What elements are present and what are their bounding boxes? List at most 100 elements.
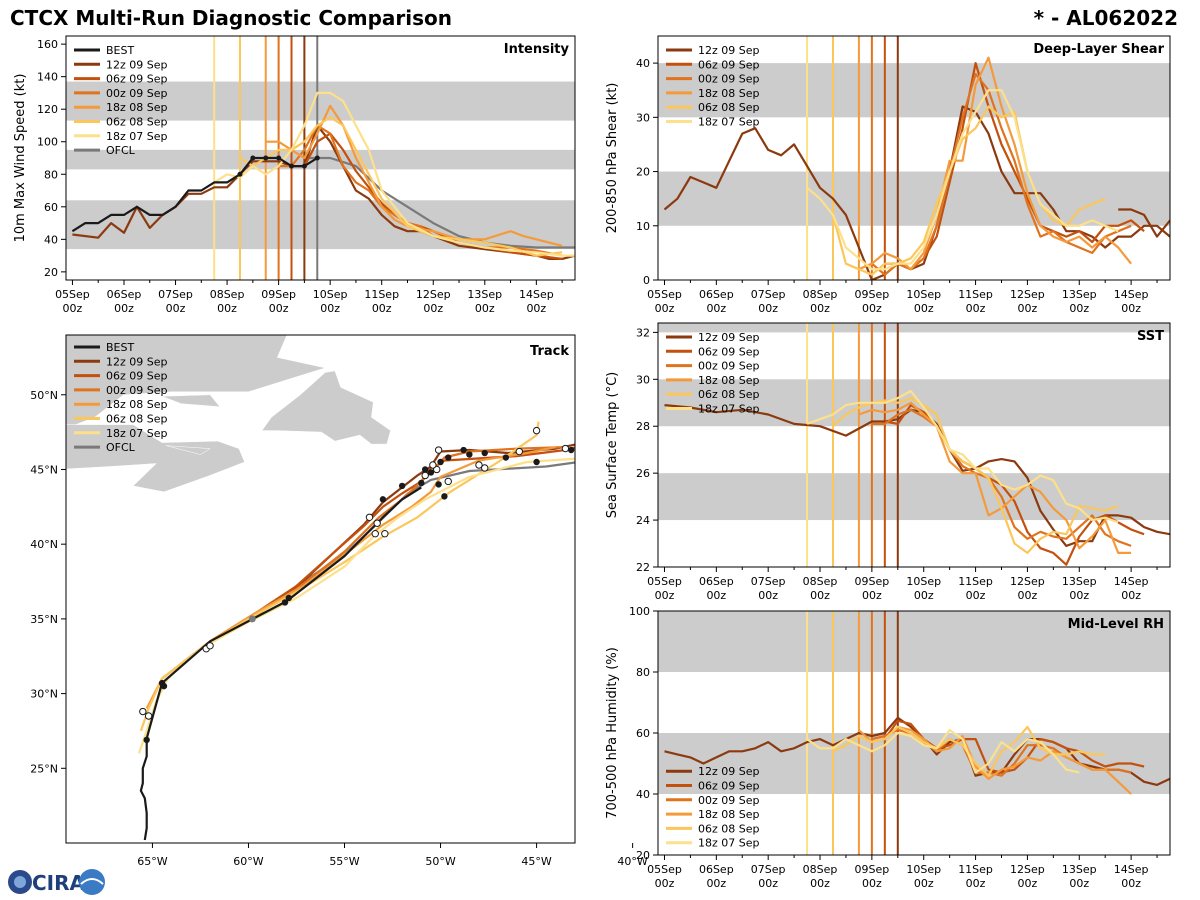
rh-y-tick-label: 100	[629, 605, 650, 618]
track-map-group	[66, 335, 575, 841]
intensity-x-tick-label: 10Sep	[313, 288, 348, 301]
rh-x-tick-label: 00z	[655, 877, 675, 890]
intensity-y-tick-label: 40	[44, 233, 58, 246]
track-marker-filled	[379, 496, 387, 503]
rh-x-tick-label: 00z	[914, 877, 934, 890]
intensity-panel: 05Sep00z06Sep00z07Sep00z08Sep00z09Sep00z…	[13, 35, 576, 315]
shear-x-tick-label: 00z	[966, 302, 986, 315]
track-marker-filled	[466, 451, 473, 458]
track-legend-label: BEST	[106, 341, 134, 354]
rh-x-tick-label: 00z	[862, 877, 882, 890]
intensity-x-tick-label: 09Sep	[261, 288, 296, 301]
track-x-tick-label: 50°W	[425, 855, 455, 868]
sst-x-tick-label: 00z	[758, 589, 778, 602]
intensity-x-tick-label: 00z	[63, 302, 83, 315]
rh-x-tick-label: 00z	[966, 877, 986, 890]
intensity-x-tick-label: 00z	[475, 302, 495, 315]
shear-title: Deep-Layer Shear	[1033, 42, 1164, 57]
intensity-legend-label: 18z 07 Sep	[106, 130, 168, 143]
shear-x-tick-label: 12Sep	[1010, 288, 1045, 301]
shear-panel: 05Sep00z06Sep00z07Sep00z08Sep00z09Sep00z…	[605, 35, 1171, 315]
intensity-x-tick-label: 00z	[217, 302, 237, 315]
sst-x-tick-label: 00z	[862, 589, 882, 602]
sst-x-tick-label: 07Sep	[751, 575, 786, 588]
shear-x-tick-label: 11Sep	[958, 288, 993, 301]
sst-legend-label: 12z 09 Sep	[698, 331, 760, 344]
land-mass	[165, 445, 211, 455]
shear-x-tick-label: 00z	[758, 302, 778, 315]
intensity-frame	[65, 35, 576, 281]
intensity-x-tick-label: 08Sep	[210, 288, 245, 301]
intensity-band	[66, 149, 575, 170]
rh-legend-label: 18z 08 Sep	[698, 808, 760, 821]
shear-x-tick-label: 13Sep	[1062, 288, 1097, 301]
sst-series-group	[664, 389, 1170, 566]
track-marker-open	[444, 477, 452, 486]
sst-band	[658, 323, 1170, 333]
track-marker-filled	[281, 599, 289, 606]
shear-legend-label: 18z 08 Sep	[698, 87, 760, 100]
intensity-x-tick-label: 11Sep	[364, 288, 399, 301]
track-line	[251, 461, 575, 620]
rh-series-line	[806, 728, 1080, 774]
shear-x-tick-label: 10Sep	[906, 288, 941, 301]
track-panel: 65°W 60°W 55°W 50°W 45°W 40°W 25°N 30°N 35°N 40°N…	[30, 334, 648, 868]
sst-x-tick-label: 00z	[914, 589, 934, 602]
sst-y-tick-label: 24	[636, 514, 650, 527]
sst-y-tick-label: 30	[636, 373, 650, 386]
rh-legend-label: 06z 08 Sep	[698, 822, 760, 835]
track-title: Track	[530, 344, 569, 359]
intensity-best-point	[237, 171, 243, 177]
track-marker-filled	[460, 446, 467, 454]
track-x-tick-label: 45°W	[521, 855, 551, 868]
track-line	[137, 457, 575, 754]
shear-x-tick-label: 05Sep	[647, 288, 682, 301]
track-y-tick-label: 30°N	[30, 688, 58, 701]
rh-series-group	[664, 716, 1170, 795]
intensity-best-point	[276, 155, 282, 161]
sst-legend-label: 18z 07 Sep	[698, 403, 760, 416]
intensity-best-point	[250, 155, 256, 161]
sst-x-tick-label: 00z	[655, 589, 675, 602]
intensity-legend-label: 06z 09 Sep	[106, 73, 168, 86]
track-marker-open	[365, 513, 374, 521]
intensity-legend-label: 12z 09 Sep	[106, 58, 168, 71]
figure-title: CTCX Multi-Run Diagnostic Comparison	[10, 6, 452, 30]
shear-x-tick-label: 14Sep	[1114, 288, 1149, 301]
shear-series-line	[806, 89, 1119, 271]
rh-x-tick-label: 00z	[1069, 877, 1089, 890]
shear-x-tick-label: 00z	[706, 302, 726, 315]
intensity-y-tick-label: 120	[37, 103, 58, 116]
rh-y-tick-label: 20	[636, 849, 650, 862]
shear-x-tick-label: 08Sep	[803, 288, 838, 301]
track-marker-open	[434, 446, 443, 454]
intensity-best-point	[314, 155, 320, 161]
intensity-x-tick-label: 06Sep	[107, 288, 142, 301]
shear-x-tick-label: 09Sep	[855, 288, 890, 301]
sst-panel: 05Sep00z06Sep00z07Sep00z08Sep00z09Sep00z…	[605, 322, 1171, 602]
shear-legend-label: 06z 08 Sep	[698, 101, 760, 114]
track-marker-filled	[445, 454, 452, 461]
logo-text: CIRA	[32, 871, 86, 895]
track-y-tick-label: 35°N	[30, 613, 58, 626]
intensity-y-label: 10m Max Wind Speed (kt)	[13, 74, 28, 243]
track-frame	[65, 334, 576, 844]
track-marker-filled	[441, 493, 448, 500]
rh-y-tick-label: 60	[636, 727, 650, 740]
intensity-x-tick-label: 12Sep	[416, 288, 451, 301]
shear-series-line	[663, 105, 1170, 280]
sst-x-tick-label: 00z	[1069, 589, 1089, 602]
sst-title: SST	[1137, 329, 1164, 344]
track-marker-open	[206, 642, 214, 650]
rh-legend-label: 06z 09 Sep	[698, 780, 760, 793]
track-y-tick-label: 40°N	[30, 538, 58, 551]
sst-x-tick-label: 06Sep	[699, 575, 734, 588]
rh-y-label: 700-500 hPa Humidity (%)	[605, 647, 620, 819]
track-marker-filled	[398, 482, 406, 490]
shear-y-label: 200-850 hPa Shear (kt)	[605, 83, 620, 234]
sst-x-tick-label: 14Sep	[1114, 575, 1149, 588]
rh-x-tick-label: 00z	[810, 877, 830, 890]
rh-y-tick-label: 40	[636, 788, 650, 801]
sst-series-line	[858, 401, 1132, 554]
